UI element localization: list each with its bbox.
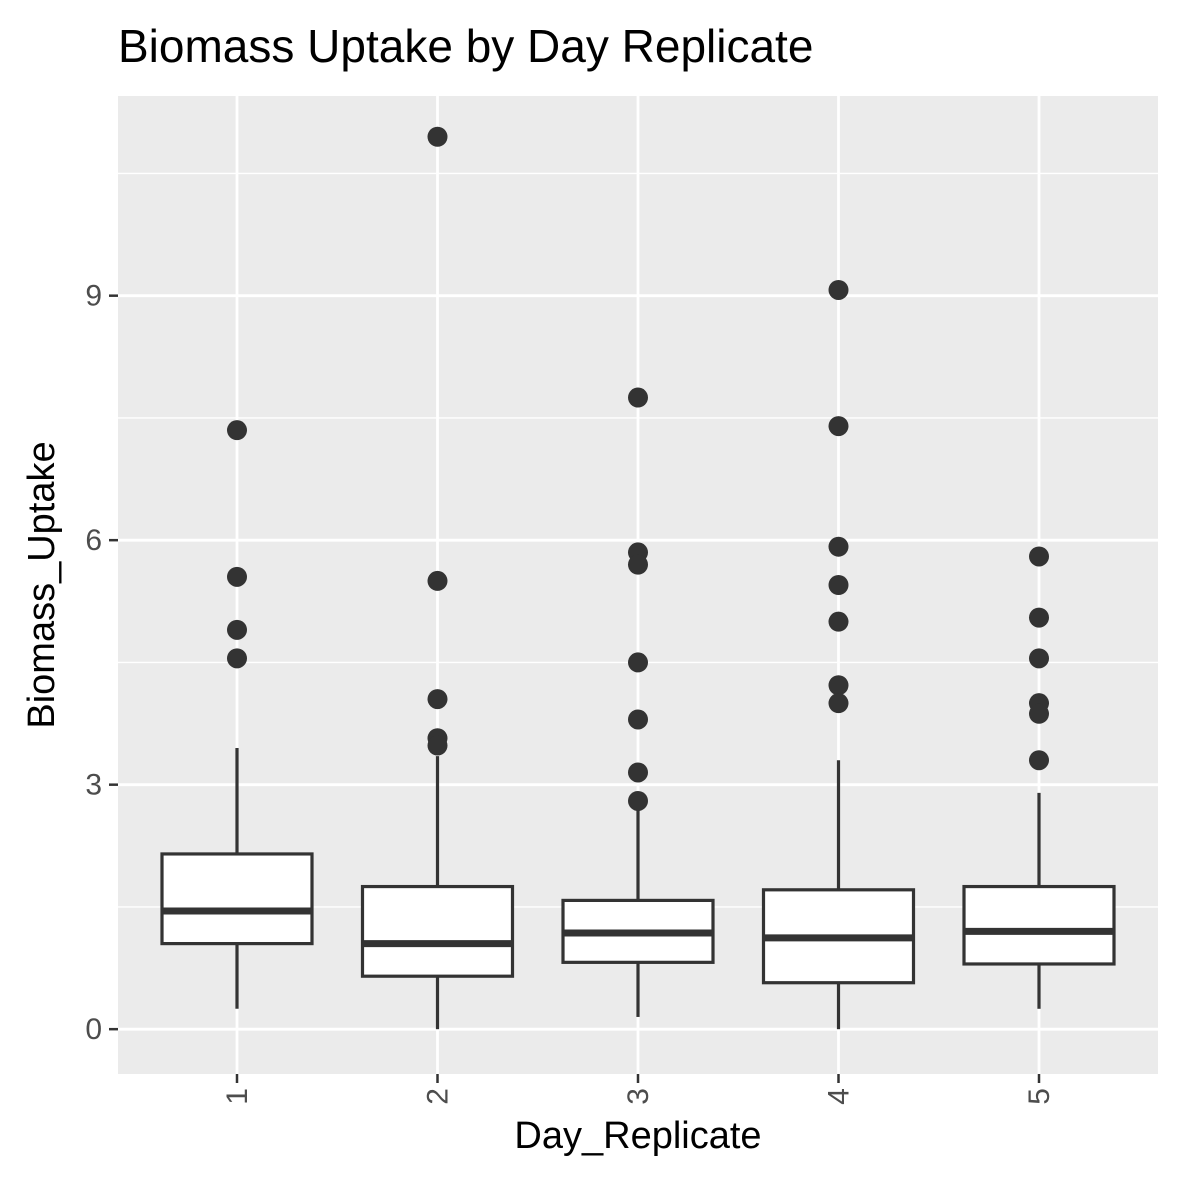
chart-title: Biomass Uptake by Day Replicate [118, 20, 813, 72]
x-tick-label: 3 [622, 1088, 655, 1105]
outlier-point [227, 420, 247, 441]
box-iqr [962, 884, 1116, 966]
box-group [561, 387, 715, 1017]
y-tick-label: 6 [85, 524, 102, 557]
x-tick-label: 1 [221, 1088, 254, 1105]
x-tick-label: 4 [823, 1088, 856, 1105]
x-tick-label: 2 [422, 1088, 455, 1105]
x-axis-title: Day_Replicate [514, 1115, 761, 1157]
y-tick-label: 0 [85, 1013, 102, 1046]
y-tick-label: 3 [85, 769, 102, 802]
outlier-point [628, 762, 648, 783]
outlier-point [828, 575, 849, 595]
outlier-point [828, 611, 849, 632]
outlier-point [227, 566, 247, 587]
outlier-point [828, 675, 849, 696]
outlier-point [427, 689, 448, 710]
box-iqr [160, 852, 314, 946]
outlier-point [828, 693, 849, 714]
outlier-point [828, 416, 849, 437]
outlier-point [1029, 703, 1049, 724]
outlier-point [628, 554, 648, 575]
box-group [360, 126, 515, 1030]
boxplot-series [160, 126, 1116, 1030]
outlier-point [427, 570, 448, 591]
outlier-point [1029, 607, 1049, 628]
outlier-point [628, 790, 648, 811]
box-group [160, 420, 314, 1009]
y-tick-label: 9 [85, 280, 102, 313]
outlier-point [828, 279, 849, 300]
outlier-point [628, 652, 648, 673]
box-iqr [360, 884, 515, 978]
outlier-point [427, 126, 448, 147]
x-axis: 1 2 3 4 5 [221, 1074, 1056, 1105]
x-tick-label: 5 [1023, 1088, 1056, 1105]
outlier-point [227, 619, 247, 640]
box-group [761, 279, 916, 1030]
y-axis-title: Biomass_Uptake [21, 441, 63, 728]
y-axis: 0 3 6 9 [85, 280, 118, 1046]
outlier-point [1029, 648, 1049, 669]
outlier-point [1029, 546, 1049, 567]
box-group [962, 546, 1116, 1009]
outlier-point [427, 735, 448, 756]
outlier-point [628, 709, 648, 730]
outlier-point [828, 536, 849, 557]
outlier-point [628, 387, 648, 408]
outlier-point [227, 648, 247, 669]
outlier-point [1029, 750, 1049, 771]
